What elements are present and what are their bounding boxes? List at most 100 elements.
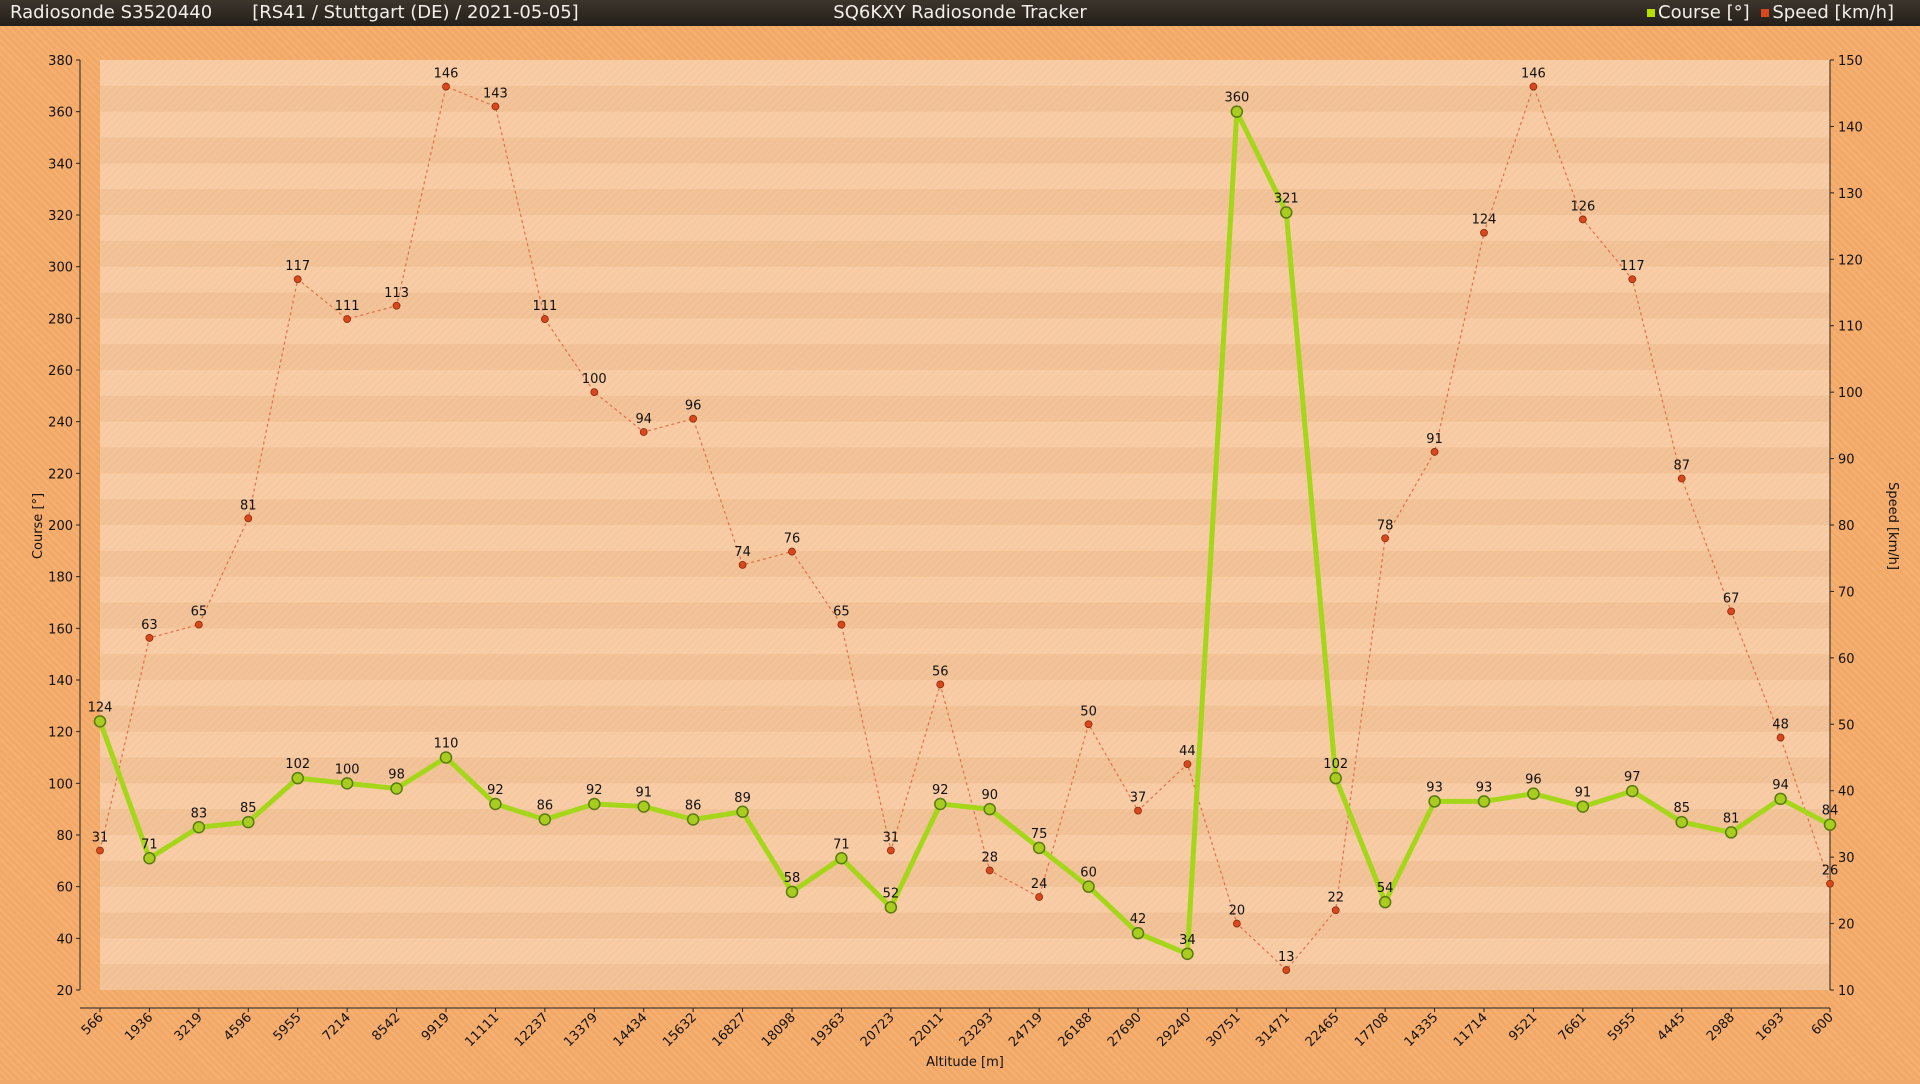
- x-tick-label: 27690: [1105, 1010, 1145, 1050]
- x-tick-label: 22011: [907, 1010, 947, 1050]
- course-data-label: 84: [1822, 804, 1839, 819]
- course-point: [1131, 926, 1145, 940]
- course-point: [884, 901, 898, 914]
- x-tick-label: 18098: [759, 1010, 799, 1050]
- course-data-label: 97: [1624, 770, 1641, 785]
- course-data-label: 360: [1224, 91, 1249, 106]
- y-tick-label-left: 240: [48, 416, 73, 431]
- course-point: [340, 777, 354, 790]
- course-point: [390, 782, 403, 795]
- speed-data-label: 63: [141, 618, 158, 633]
- speed-point: [886, 846, 895, 855]
- course-point: [637, 800, 650, 813]
- x-tick-label: 19363: [808, 1010, 848, 1050]
- course-data-label: 54: [1377, 881, 1394, 896]
- x-tick-label: 22465: [1303, 1010, 1343, 1050]
- course-data-label: 92: [586, 783, 603, 798]
- x-tick-label: 4445: [1655, 1010, 1689, 1044]
- speed-data-label: 143: [483, 87, 508, 102]
- speed-data-label: 31: [92, 831, 109, 846]
- y-tick-label-left: 100: [48, 777, 73, 792]
- course-point: [1280, 206, 1293, 219]
- x-tick-label: 566: [79, 1010, 107, 1038]
- y-tick-label-left: 120: [48, 726, 73, 741]
- x-tick-label: 24719: [1006, 1010, 1046, 1050]
- course-data-label: 34: [1179, 933, 1196, 948]
- y-tick-label-left: 20: [56, 984, 73, 999]
- course-point: [1230, 105, 1244, 118]
- speed-point: [1282, 966, 1291, 974]
- course-point: [1774, 792, 1787, 806]
- course-data-label: 42: [1130, 912, 1147, 927]
- y-tick-label-left: 380: [48, 54, 73, 69]
- x-tick-label: 23293: [957, 1010, 997, 1050]
- course-point: [1823, 818, 1837, 831]
- speed-data-label: 24: [1031, 877, 1048, 892]
- speed-point: [837, 620, 846, 629]
- legend-course-label: Course [°]: [1658, 2, 1750, 23]
- y-tick-label-right: 20: [1838, 918, 1855, 933]
- y-tick-label-right: 60: [1838, 652, 1855, 667]
- y-tick-label-right: 40: [1838, 785, 1855, 800]
- speed-data-label: 94: [635, 412, 652, 427]
- course-data-label: 110: [434, 737, 459, 752]
- y-tick-label-left: 360: [48, 106, 73, 121]
- course-point: [1428, 795, 1441, 808]
- course-point: [1675, 815, 1688, 829]
- x-axis-label: Altitude [m]: [926, 1055, 1004, 1070]
- y-tick-label-left: 340: [48, 157, 73, 172]
- course-data-label: 96: [1525, 773, 1542, 788]
- x-tick-label: 3219: [172, 1010, 206, 1044]
- course-point: [1724, 826, 1738, 839]
- speed-line: [99, 84, 1831, 971]
- y-tick-label-right: 110: [1838, 320, 1863, 335]
- course-speed-chart: 20 40 60 80 100 120 140 160 180 200 220 240 260 280 30…: [31, 54, 1900, 1070]
- y-tick-label-left: 320: [48, 209, 73, 224]
- plot-background: [100, 60, 1830, 990]
- course-point: [835, 852, 848, 865]
- title-bar: Radiosonde S3520440 [RS41 / Stuttgart (D…: [0, 0, 1920, 26]
- speed-data-label: 13: [1278, 950, 1295, 965]
- speed-data-label: 67: [1723, 591, 1740, 606]
- y-tick-label-right: 90: [1838, 453, 1855, 468]
- speed-point: [1628, 275, 1637, 284]
- x-tick-label: 7214: [320, 1010, 354, 1044]
- speed-point: [1331, 906, 1340, 915]
- speed-point: [293, 275, 302, 284]
- speed-data-label: 78: [1377, 518, 1394, 533]
- x-tick-label: 7661: [1556, 1010, 1590, 1044]
- legend-course[interactable]: Course [°]: [1647, 2, 1750, 23]
- course-line: [97, 109, 1832, 957]
- speed-point: [1677, 474, 1686, 483]
- y-tick-label-left: 80: [56, 829, 73, 844]
- data-labels: 31 63 65 81 117 111 113 146 143 111 100 94 96 74 76 65 3…: [88, 67, 1839, 965]
- x-tick-label: 12237: [512, 1010, 552, 1050]
- speed-point: [1183, 760, 1192, 769]
- plot-hatch: [100, 60, 1830, 990]
- x-tick-label: 8542: [369, 1010, 403, 1044]
- y-tick-label-right: 150: [1838, 54, 1863, 69]
- x-tick-label: 2988: [1704, 1010, 1738, 1044]
- course-data-label: 60: [1080, 866, 1097, 881]
- speed-data-label: 146: [434, 67, 459, 82]
- speed-point: [1134, 806, 1142, 815]
- legend-course-swatch: [1647, 9, 1656, 17]
- legend-speed[interactable]: Speed [km/h]: [1761, 2, 1894, 23]
- x-tick-label: 11111: [462, 1010, 502, 1050]
- speed-point: [1084, 720, 1093, 729]
- sonde-title: Radiosonde S3520440 [RS41 / Stuttgart (D…: [10, 0, 579, 26]
- course-data-label: 91: [635, 786, 652, 801]
- course-point: [192, 821, 206, 834]
- course-data-label: 92: [932, 783, 949, 798]
- speed-data-label: 146: [1521, 67, 1546, 82]
- app-title: SQ6KXY Radiosonde Tracker: [833, 2, 1087, 23]
- x-tick-label: 5955: [1605, 1010, 1639, 1044]
- x-tick-label: 30751: [1204, 1010, 1244, 1050]
- y-tick-label-right: 70: [1838, 585, 1855, 600]
- speed-point: [639, 428, 648, 436]
- course-point: [291, 771, 304, 785]
- speed-point: [1578, 215, 1587, 224]
- y-tick-label-right: 120: [1838, 253, 1863, 268]
- speed-point: [590, 388, 599, 397]
- course-data-label: 71: [833, 837, 850, 852]
